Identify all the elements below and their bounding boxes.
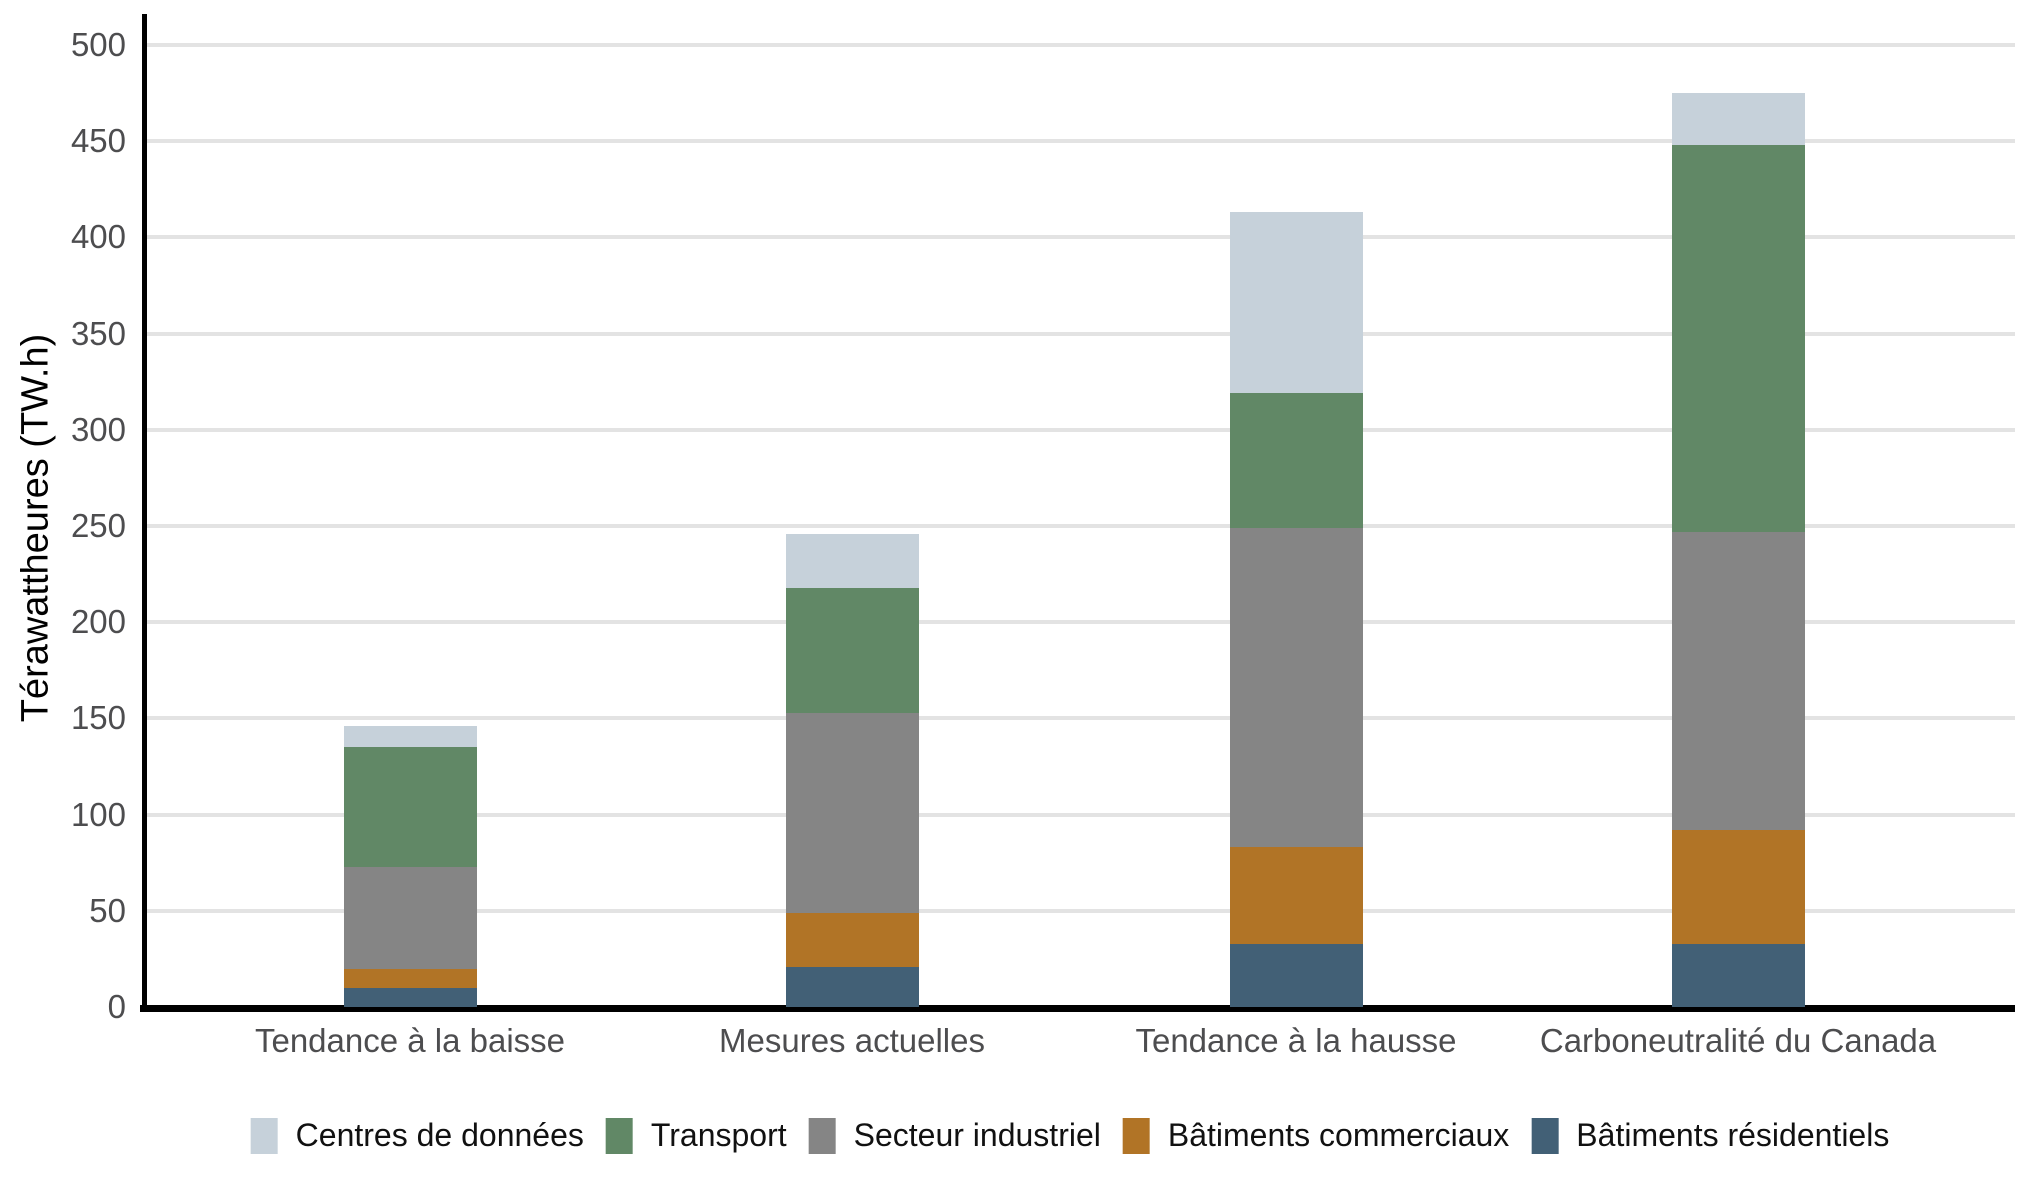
y-tick-label: 50 — [89, 891, 126, 929]
bar-segment — [343, 987, 477, 1007]
y-tick-label: 400 — [70, 218, 126, 256]
legend-label: Centres de données — [295, 1117, 584, 1153]
legend-swatch — [605, 1117, 633, 1154]
legend-item: Bâtiments commerciaux — [1122, 1117, 1510, 1154]
bar-segment — [1671, 145, 1805, 532]
y-tick-label: 100 — [70, 795, 126, 833]
bar-segment — [785, 712, 919, 913]
bar-segment — [1229, 943, 1363, 1007]
y-axis-line — [142, 14, 147, 1011]
legend-item: Transport — [605, 1117, 787, 1154]
bar-segment — [343, 866, 477, 969]
bar-segment — [343, 747, 477, 867]
bar-segment — [1229, 212, 1363, 394]
bar-segment — [785, 912, 919, 967]
legend-label: Transport — [650, 1117, 787, 1153]
y-tick-label: 0 — [107, 988, 126, 1025]
legend-item: Centres de données — [250, 1117, 584, 1154]
x-category-label: Mesures actuelles — [719, 1022, 985, 1059]
bar — [1229, 212, 1363, 1007]
bar-segment — [343, 726, 477, 748]
bar-segment — [1671, 829, 1805, 944]
bar-segment — [1229, 393, 1363, 528]
legend-swatch — [1122, 1117, 1150, 1154]
bar-segment — [785, 587, 919, 713]
bar-segment — [785, 533, 919, 588]
gridline — [145, 620, 2015, 625]
bar-segment — [1229, 527, 1363, 848]
legend-label: Secteur industriel — [853, 1117, 1101, 1153]
y-tick-label: 200 — [70, 603, 126, 641]
gridline — [145, 139, 2015, 144]
legend-swatch — [1531, 1117, 1559, 1154]
y-tick-label: 250 — [70, 507, 126, 544]
bar — [785, 533, 919, 1007]
bar-segment — [1229, 847, 1363, 944]
legend-swatch — [250, 1117, 278, 1154]
x-category-label: Tendance à la hausse — [1135, 1022, 1457, 1059]
bar-segment — [343, 968, 477, 988]
gridline — [145, 812, 2015, 817]
bar-segment — [785, 966, 919, 1007]
x-category-label: Tendance à la baisse — [254, 1022, 566, 1059]
bar-segment — [1671, 93, 1805, 146]
gridline — [145, 43, 2015, 47]
y-tick-label: 450 — [70, 122, 126, 160]
bar-segment — [1671, 943, 1805, 1007]
y-tick-label: 150 — [70, 699, 126, 737]
legend-label: Bâtiments résidentiels — [1576, 1117, 1890, 1153]
bar — [343, 726, 477, 1007]
bar — [1671, 93, 1805, 1007]
gridline — [145, 427, 2015, 432]
legend-item: Bâtiments résidentiels — [1531, 1117, 1889, 1154]
legend-label: Bâtiments commerciaux — [1167, 1117, 1510, 1153]
y-tick-label: 350 — [70, 314, 126, 352]
gridline — [145, 235, 2015, 240]
legend: Centres de données Transport Secteur indus… — [250, 1117, 1889, 1154]
x-axis-line — [140, 1005, 2015, 1012]
gridline — [145, 908, 2015, 913]
legend-swatch — [808, 1117, 836, 1154]
y-tick-label: 300 — [70, 410, 126, 448]
legend-item: Secteur industriel — [808, 1117, 1101, 1154]
x-category-label: Carboneutralité du Canada — [1539, 1022, 1937, 1059]
y-tick-label: 500 — [70, 26, 126, 63]
gridline — [145, 331, 2015, 336]
bar-segment — [1671, 531, 1805, 830]
gridline — [145, 524, 2015, 528]
gridline — [145, 716, 2015, 721]
